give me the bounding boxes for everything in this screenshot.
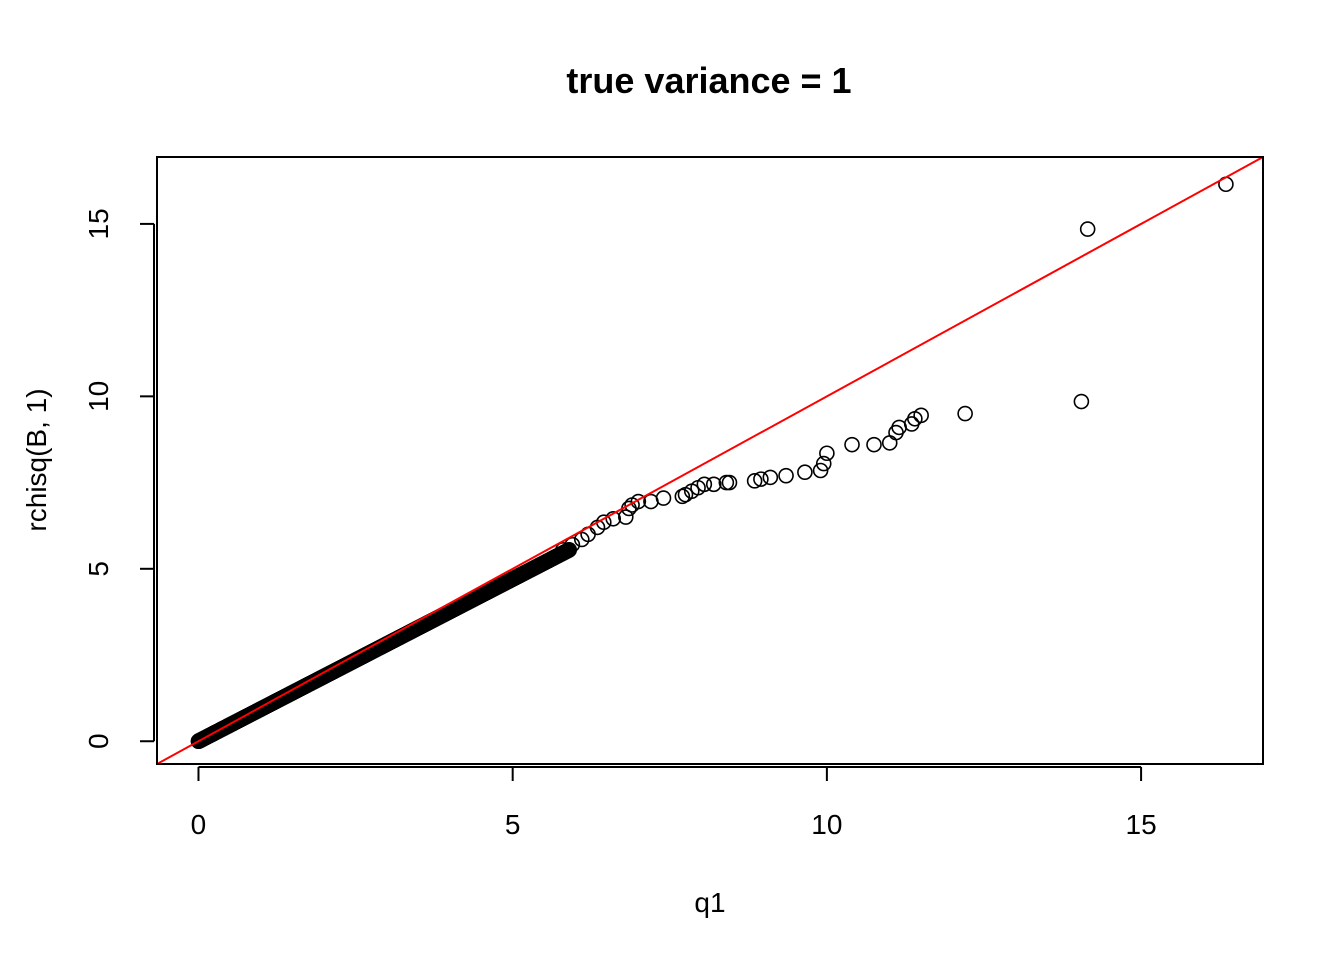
data-point (762, 469, 779, 486)
y-tick-label: 15 (83, 208, 114, 239)
data-point (721, 474, 738, 491)
x-axis: 0 5 10 15 (191, 766, 1157, 840)
data-point (957, 405, 973, 422)
y-tick-label: 10 (83, 381, 114, 412)
y-tick-label: 5 (83, 561, 114, 577)
data-point (705, 476, 722, 493)
y-tick-label: 0 (83, 733, 114, 749)
y-axis-label: rchisq(B, 1) (21, 388, 52, 531)
data-point (778, 467, 794, 484)
plot-frame (156, 156, 1264, 765)
data-point (630, 493, 647, 510)
data-point (674, 488, 691, 505)
x-tick-label: 5 (505, 809, 521, 840)
data-point (797, 464, 813, 481)
y-axis: 0 5 10 15 (83, 208, 155, 749)
data-point (812, 462, 829, 479)
data-point (903, 416, 920, 432)
data-point (866, 436, 882, 453)
data-point (844, 436, 860, 453)
data-point (605, 510, 622, 527)
data-point (696, 476, 713, 493)
chart-title: true variance = 1 (566, 60, 851, 101)
data-point (555, 542, 571, 558)
data-point (881, 435, 898, 451)
data-point (1073, 393, 1090, 410)
data-point (888, 424, 904, 441)
x-tick-label: 0 (191, 809, 207, 840)
data-point (815, 455, 832, 472)
data-point (913, 407, 929, 424)
data-points (190, 176, 1234, 750)
x-tick-label: 10 (811, 809, 842, 840)
data-point (891, 419, 907, 436)
data-point (1079, 221, 1096, 237)
data-point (753, 471, 769, 487)
x-tick-label: 15 (1126, 809, 1157, 840)
data-point (617, 509, 634, 525)
data-point (819, 445, 835, 462)
x-axis-label: q1 (694, 887, 725, 918)
data-point (718, 474, 735, 491)
data-point (655, 490, 672, 506)
data-point (746, 473, 763, 489)
reference-line (157, 157, 1263, 764)
data-point (564, 536, 581, 553)
